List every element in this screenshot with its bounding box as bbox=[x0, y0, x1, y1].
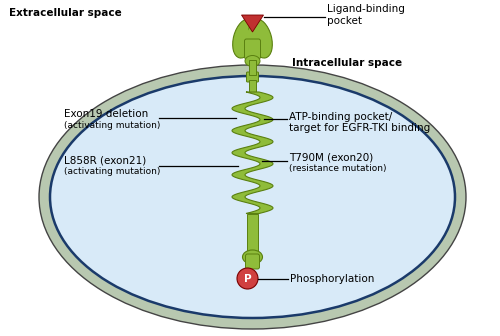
FancyBboxPatch shape bbox=[247, 213, 258, 255]
Circle shape bbox=[237, 268, 258, 289]
Ellipse shape bbox=[39, 65, 466, 329]
Text: (resistance mutation): (resistance mutation) bbox=[289, 164, 386, 173]
Text: (activating mutation): (activating mutation) bbox=[64, 168, 160, 176]
Text: Extracellular space: Extracellular space bbox=[9, 8, 122, 18]
FancyBboxPatch shape bbox=[249, 60, 256, 75]
Polygon shape bbox=[232, 92, 273, 213]
Polygon shape bbox=[242, 15, 264, 32]
FancyBboxPatch shape bbox=[246, 254, 260, 269]
Text: T790M (exon20): T790M (exon20) bbox=[289, 153, 373, 163]
Ellipse shape bbox=[50, 76, 455, 318]
Text: Exon19 deletion: Exon19 deletion bbox=[64, 110, 148, 120]
Ellipse shape bbox=[232, 19, 256, 58]
Text: Phosphorylation: Phosphorylation bbox=[290, 274, 374, 284]
Ellipse shape bbox=[242, 250, 262, 264]
Text: target for EGFR-TKI binding: target for EGFR-TKI binding bbox=[289, 123, 430, 133]
FancyBboxPatch shape bbox=[249, 80, 256, 92]
Text: L858R (exon21): L858R (exon21) bbox=[64, 156, 146, 166]
Text: (activating mutation): (activating mutation) bbox=[64, 121, 160, 130]
Text: P: P bbox=[244, 274, 252, 284]
Ellipse shape bbox=[245, 55, 260, 67]
FancyBboxPatch shape bbox=[246, 72, 258, 82]
Text: Intracellular space: Intracellular space bbox=[292, 58, 403, 69]
Text: Ligand-binding
pocket: Ligand-binding pocket bbox=[326, 4, 404, 26]
Ellipse shape bbox=[248, 19, 272, 58]
Text: ATP-binding pocket/: ATP-binding pocket/ bbox=[289, 112, 392, 122]
Ellipse shape bbox=[246, 27, 260, 55]
FancyBboxPatch shape bbox=[244, 39, 260, 59]
